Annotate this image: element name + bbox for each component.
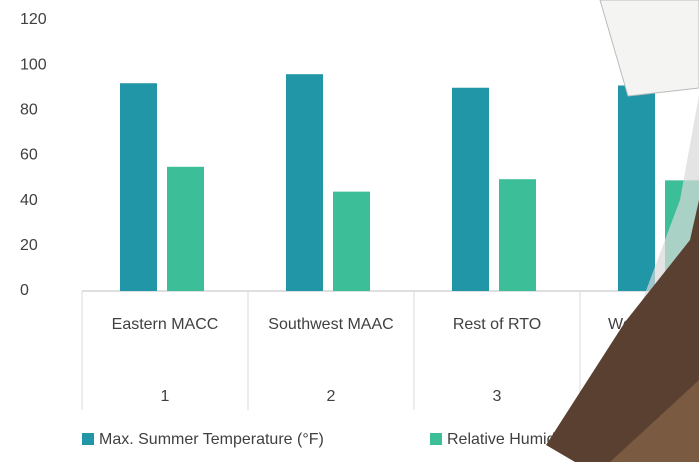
y-tick-label: 40 [20, 192, 38, 209]
group-label: 3 [493, 388, 502, 405]
bar [499, 179, 536, 291]
bar [286, 74, 323, 291]
x-tick-label: Eastern MACC [100, 311, 230, 339]
y-tick-label: 0 [20, 282, 29, 299]
y-tick-label: 120 [20, 11, 47, 28]
bar [333, 192, 370, 291]
chart: 0 20 40 60 80 100 120 1 2 3 4 Max. Summer Temperatu… [0, 0, 699, 462]
legend-swatch [430, 433, 442, 445]
bar [167, 167, 204, 291]
x-tick-label: Rest of RTO [432, 311, 562, 339]
y-tick-label: 60 [20, 147, 38, 164]
group-label: 4 [659, 388, 668, 405]
chart-page: 0 20 40 60 80 100 120 1 2 3 4 Max. Summer Temperatu… [0, 0, 699, 462]
group-label: 1 [161, 388, 170, 405]
x-tick-label: Southwest MAAC [266, 311, 396, 339]
y-tick-label: 100 [20, 56, 47, 73]
legend-swatch [82, 433, 94, 445]
group-label: 2 [327, 388, 336, 405]
bar [120, 83, 157, 291]
y-tick-label: 80 [20, 102, 38, 119]
bar [618, 85, 655, 291]
legend-label: Max. Summer Temperature (°F) [99, 431, 324, 448]
bar [452, 88, 489, 291]
bar [665, 180, 699, 291]
y-tick-label: 20 [20, 237, 38, 254]
legend-label: Relative Humidity (%RH) [447, 431, 624, 448]
x-tick-label: Western MAAC [598, 311, 699, 339]
